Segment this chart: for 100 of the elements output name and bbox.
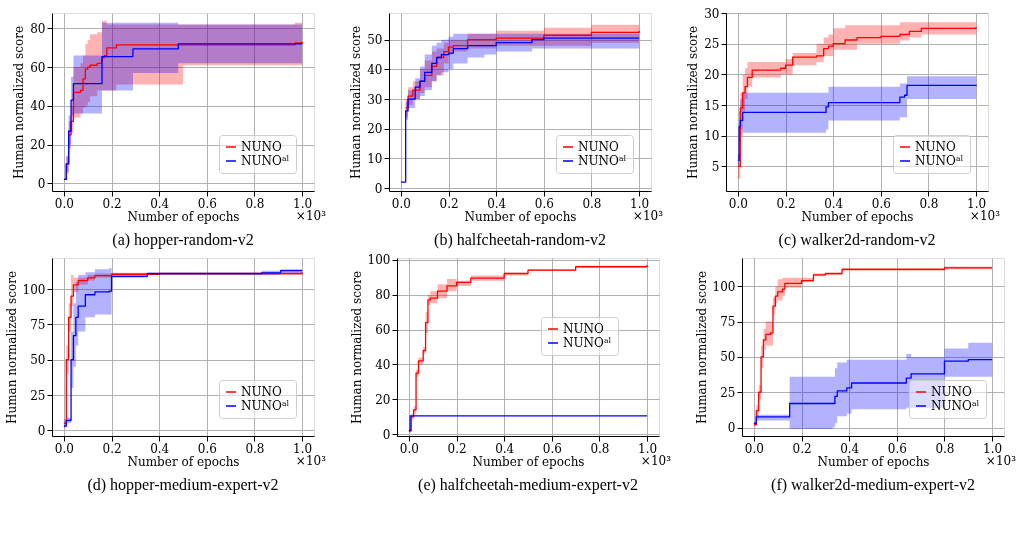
y-tick-label: 100 (712, 279, 736, 294)
y-tick-label: 0 (37, 176, 46, 191)
x-tick-label: 0.2 (447, 441, 467, 456)
text: (b) halfcheetah-random-v2 (434, 231, 606, 249)
legend-label: NUNO (241, 385, 283, 399)
y-axis-title: Human normalized score (12, 25, 27, 180)
y-tick-label: 30 (367, 92, 383, 107)
y-tick-label: 100 (367, 253, 391, 268)
text: (e) halfcheetah-medium-expert-v2 (418, 476, 638, 494)
y-tick-label: 100 (22, 282, 46, 297)
legend-label: NUNO (563, 322, 605, 336)
text: (c) walker2d-random-v2 (778, 231, 936, 249)
y-tick-label: 60 (30, 60, 46, 75)
y-tick-label: 10 (367, 151, 383, 166)
x-tick-label: 0.0 (728, 196, 748, 211)
y-axis-title: Human normalized score (349, 25, 364, 180)
legend-label: NUNOᵃˡ (931, 399, 980, 413)
y-tick-label: 0 (37, 423, 46, 438)
y-tick-label: 30 (704, 6, 720, 21)
y-tick-label: 5 (711, 159, 720, 174)
x-tick-label: 0.8 (919, 196, 939, 211)
x-tick-label: 0.6 (887, 441, 907, 456)
y-tick-label: 25 (704, 37, 720, 52)
y-tick-label: 25 (30, 388, 46, 403)
x-tick-label: 0.6 (197, 196, 217, 211)
text: (f) walker2d-medium-expert-v2 (771, 476, 975, 494)
y-tick-label: 10 (704, 129, 720, 144)
legend-label: NUNO (241, 140, 283, 154)
x-tick-label: 0.0 (54, 196, 74, 211)
text: (d) hopper-medium-expert-v2 (87, 476, 279, 494)
x-axis-title: Number of epochs (127, 454, 240, 469)
y-tick-label: 40 (375, 357, 391, 372)
y-axis-title: Human normalized score (694, 270, 709, 425)
y-tick-label: 0 (382, 427, 391, 442)
x-tick-label: 0.4 (150, 196, 170, 211)
x-tick-label: 0.4 (487, 196, 507, 211)
x-tick-label: 0.0 (391, 196, 411, 211)
x-tick-label: 0.0 (399, 441, 419, 456)
y-tick-label: 20 (30, 138, 46, 153)
legend-label: NUNOᵃˡ (563, 336, 612, 350)
x-tick-label: 0.4 (840, 441, 860, 456)
x-tick-label: 0.2 (776, 196, 796, 211)
text: ×10³ (632, 209, 664, 223)
y-tick-label: 40 (30, 99, 46, 114)
legend-label: NUNO (931, 385, 973, 399)
x-tick-label: 0.6 (197, 441, 217, 456)
x-axis-title: Number of epochs (801, 209, 914, 224)
x-tick-label: 0.0 (54, 441, 74, 456)
x-tick-label: 1.0 (638, 441, 658, 456)
y-tick-label: 60 (375, 323, 391, 338)
x-tick-label: 0.2 (102, 441, 122, 456)
x-tick-label: 1.0 (293, 196, 313, 211)
y-tick-label: 0 (727, 421, 736, 436)
x-axis-title: Number of epochs (472, 454, 585, 469)
x-axis-title: Number of epochs (817, 454, 930, 469)
x-tick-label: 0.8 (245, 196, 265, 211)
text: ×10³ (295, 454, 327, 468)
x-tick-label: 0.8 (590, 441, 610, 456)
x-axis-title: Number of epochs (127, 209, 240, 224)
y-tick-label: 0 (374, 181, 383, 196)
text: ×10³ (985, 454, 1017, 468)
y-tick-label: 20 (704, 67, 720, 82)
x-tick-label: 1.0 (630, 196, 650, 211)
x-tick-label: 0.8 (582, 196, 602, 211)
text: (a) hopper-random-v2 (112, 231, 254, 249)
y-axis-title: Human normalized score (4, 270, 19, 425)
x-tick-label: 0.8 (935, 441, 955, 456)
y-tick-label: 75 (720, 315, 736, 330)
y-axis-title: Human normalized score (349, 270, 364, 425)
y-tick-label: 25 (720, 385, 736, 400)
x-tick-label: 1.0 (293, 441, 313, 456)
x-tick-label: 0.4 (150, 441, 170, 456)
x-tick-label: 0.2 (792, 441, 812, 456)
text: ×10³ (640, 454, 672, 468)
text: ×10³ (295, 209, 327, 223)
x-tick-label: 0.2 (102, 196, 122, 211)
y-tick-label: 50 (367, 33, 383, 48)
legend-label: NUNOᵃˡ (578, 154, 627, 168)
x-tick-label: 0.4 (824, 196, 844, 211)
x-tick-label: 1.0 (983, 441, 1003, 456)
x-axis-title: Number of epochs (464, 209, 577, 224)
y-tick-label: 15 (704, 98, 720, 113)
x-tick-label: 0.6 (871, 196, 891, 211)
y-tick-label: 80 (30, 21, 46, 36)
x-tick-label: 0.6 (542, 441, 562, 456)
x-tick-label: 0.6 (534, 196, 554, 211)
legend-label: NUNOᵃˡ (241, 399, 290, 413)
x-tick-label: 0.0 (744, 441, 764, 456)
legend-label: NUNOᵃˡ (241, 154, 290, 168)
x-tick-label: 1.0 (967, 196, 987, 211)
legend-label: NUNO (915, 140, 957, 154)
text: ×10³ (969, 209, 1001, 223)
y-tick-label: 50 (720, 350, 736, 365)
y-tick-label: 20 (375, 392, 391, 407)
x-tick-label: 0.2 (439, 196, 459, 211)
legend-label: NUNO (578, 140, 620, 154)
y-axis-title: Human normalized score (686, 25, 701, 180)
x-tick-label: 0.8 (245, 441, 265, 456)
y-tick-label: 20 (367, 122, 383, 137)
x-tick-label: 0.4 (495, 441, 515, 456)
